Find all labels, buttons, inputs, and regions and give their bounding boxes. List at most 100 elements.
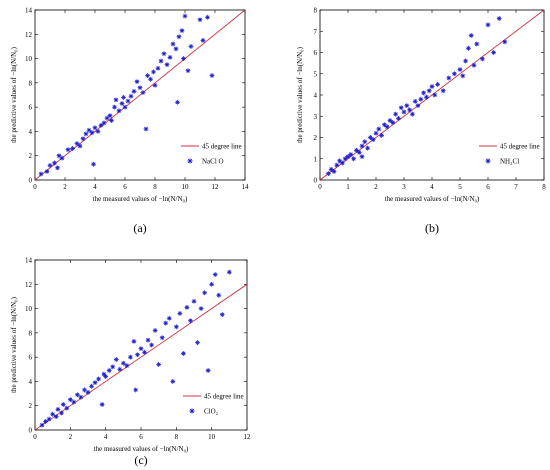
x-tick-label: 6 xyxy=(139,433,143,441)
x-tick-label: 6 xyxy=(486,183,490,191)
x-tick-label: 12 xyxy=(212,183,220,191)
data-point xyxy=(191,298,197,304)
data-point xyxy=(382,122,387,128)
data-point xyxy=(44,169,50,174)
y-tick-label: 4 xyxy=(29,378,33,386)
x-tick-label: 14 xyxy=(242,183,250,191)
data-point xyxy=(116,108,122,114)
data-point xyxy=(435,81,440,87)
x-tick-label: 2 xyxy=(374,183,378,191)
data-point xyxy=(359,154,365,160)
data-point xyxy=(50,411,56,417)
legend-star-icon xyxy=(485,158,491,164)
x-tick-labels-a: 0 2 4 6 8 10 12 14 xyxy=(33,10,249,191)
y-tick-label: 0 xyxy=(29,177,33,185)
data-point xyxy=(331,169,337,174)
x-tick-label: 7 xyxy=(514,183,518,191)
data-point xyxy=(43,419,48,424)
data-point xyxy=(59,410,64,416)
legend-marker-swatch-b xyxy=(485,158,491,164)
data-point xyxy=(109,118,114,123)
legend-line-label-a: 45 degree line xyxy=(202,143,242,151)
data-point xyxy=(340,160,345,166)
data-point xyxy=(145,73,150,78)
data-point xyxy=(387,118,393,123)
x-tick-label: 10 xyxy=(208,433,216,441)
y-tick-label: 12 xyxy=(25,31,33,39)
data-point xyxy=(92,380,98,386)
data-point xyxy=(106,368,112,373)
data-point xyxy=(216,292,222,298)
data-point xyxy=(98,122,104,128)
legend-b: 45 degree line NH₂Cl xyxy=(476,138,540,170)
data-point xyxy=(384,124,390,130)
panel-label-a: (a) xyxy=(133,221,146,235)
data-points-a xyxy=(38,13,215,177)
y-axis-label-a: the predictive values of −ln(N/N₀) xyxy=(10,46,18,142)
data-point xyxy=(134,79,140,85)
data-point xyxy=(39,422,45,428)
data-point xyxy=(159,335,165,341)
data-point xyxy=(209,73,215,78)
y-tick-labels-a: 0 2 4 6 8 10 12 14 xyxy=(25,7,245,185)
data-point xyxy=(107,113,113,119)
legend-series-label-a: NaCl O xyxy=(202,158,224,166)
data-point xyxy=(176,34,182,40)
data-point xyxy=(424,94,429,100)
data-point xyxy=(96,376,101,382)
legend-marker-swatch-c xyxy=(189,408,195,414)
data-point xyxy=(166,315,172,321)
data-point xyxy=(412,98,418,104)
data-point xyxy=(368,135,373,140)
data-point xyxy=(345,154,351,160)
data-point xyxy=(148,76,153,82)
legend-star-icon xyxy=(187,158,193,164)
data-point xyxy=(457,67,463,72)
data-point xyxy=(149,342,154,348)
legend-series-label-c: ClO₂ xyxy=(204,408,219,416)
data-point xyxy=(396,115,401,121)
x-axis-label-c: the measured values of −ln(N/N₀) xyxy=(94,445,189,453)
data-point xyxy=(179,28,185,34)
data-point xyxy=(151,69,156,75)
data-point xyxy=(70,146,75,151)
data-point xyxy=(460,73,466,79)
data-point xyxy=(173,324,179,330)
data-point xyxy=(219,312,225,318)
x-tick-label: 1 xyxy=(346,183,350,191)
data-point xyxy=(112,104,117,110)
data-point xyxy=(99,402,105,407)
data-point xyxy=(55,406,61,412)
data-point xyxy=(52,160,57,166)
data-point xyxy=(103,374,109,379)
data-point xyxy=(410,111,415,117)
y-tick-label: 7 xyxy=(314,28,318,36)
data-point xyxy=(101,371,107,377)
data-point xyxy=(173,46,179,52)
y-tick-label: 2 xyxy=(29,152,33,160)
data-point xyxy=(125,98,131,104)
data-point xyxy=(95,129,101,134)
data-point xyxy=(466,45,471,51)
y-tick-label: 1 xyxy=(314,155,318,163)
y-tick-label: 14 xyxy=(25,257,33,265)
data-point xyxy=(326,171,331,177)
data-point xyxy=(170,379,176,384)
data-point xyxy=(426,88,432,94)
y-tick-label: 8 xyxy=(314,7,318,15)
data-point xyxy=(415,103,421,109)
y-tick-label: 2 xyxy=(29,402,33,410)
data-point xyxy=(78,394,84,400)
legend-line-label-b: 45 degree line xyxy=(500,143,540,151)
data-point xyxy=(155,65,161,71)
data-point xyxy=(188,44,194,49)
data-point xyxy=(152,328,158,333)
data-point xyxy=(128,93,134,99)
data-point xyxy=(226,269,232,275)
data-point xyxy=(195,340,200,345)
data-point xyxy=(120,360,126,366)
data-point xyxy=(104,115,110,121)
x-axis-label-a: the measured values of −ln(N/N₀) xyxy=(93,195,188,203)
data-point xyxy=(64,405,70,411)
data-point xyxy=(124,363,130,369)
